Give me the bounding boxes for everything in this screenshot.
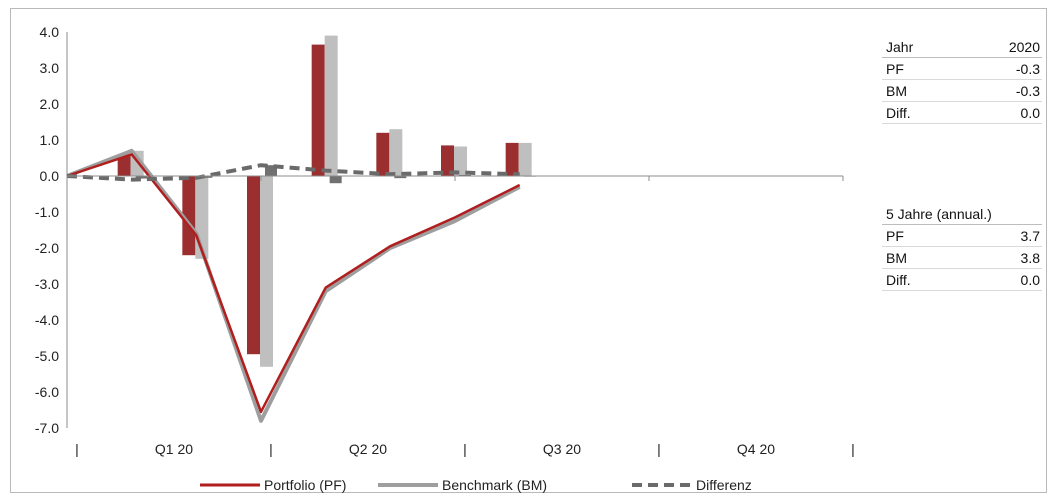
legend-label: Portfolio (PF) xyxy=(264,477,346,493)
year-table-value: 2020 xyxy=(957,36,1042,58)
row-label-bm: BM xyxy=(882,79,958,102)
y-tick-label: -6.0 xyxy=(35,384,59,400)
bar xyxy=(200,176,213,178)
y-tick-label: 1.0 xyxy=(40,132,60,148)
series-line xyxy=(66,163,520,182)
row-value-bm: -0.3 xyxy=(957,79,1042,102)
row-value-pf: 3.7 xyxy=(969,224,1042,247)
bar xyxy=(247,176,260,355)
row-label-bm: BM xyxy=(882,246,970,269)
quarter-separator: | xyxy=(657,441,661,457)
bar xyxy=(454,146,467,176)
bar xyxy=(311,44,325,176)
y-tick-label: -4.0 xyxy=(35,312,59,328)
y-tick-label: 0.0 xyxy=(40,168,60,184)
bar xyxy=(376,132,390,176)
year-table-label: Jahr xyxy=(882,36,958,58)
quarter-label: Q4 20 xyxy=(737,441,775,457)
y-tick-label: -7.0 xyxy=(35,420,59,436)
y-tick-label: 3.0 xyxy=(40,60,60,76)
y-tick-label: 4.0 xyxy=(40,24,60,40)
bar xyxy=(329,176,342,184)
five-year-stats-table: 5 Jahre (annual.) PF 3.7 BM 3.8 Diff. 0.… xyxy=(882,203,1042,291)
bar xyxy=(117,154,131,176)
legend-label: Benchmark (BM) xyxy=(442,477,547,493)
bar xyxy=(260,176,273,367)
row-label-pf: PF xyxy=(882,224,970,247)
five-year-table-label: 5 Jahre (annual.) xyxy=(882,203,1042,225)
quarter-label: Q2 20 xyxy=(349,441,387,457)
quarter-separator: | xyxy=(75,441,79,457)
legend-label: Differenz xyxy=(696,477,752,493)
y-tick-label: -1.0 xyxy=(35,204,59,220)
bar xyxy=(135,176,148,179)
bar xyxy=(441,145,454,176)
row-value-diff: 0.0 xyxy=(957,101,1042,124)
bar xyxy=(182,176,196,256)
y-tick-label: 2.0 xyxy=(40,96,60,112)
quarter-separator: | xyxy=(463,441,467,457)
bar xyxy=(459,174,471,176)
y-tick-label: -3.0 xyxy=(35,276,59,292)
bar xyxy=(505,142,519,176)
row-label-pf: PF xyxy=(882,57,958,80)
row-value-diff: 0.0 xyxy=(969,268,1042,291)
year-stats-table: Jahr 2020 PF -0.3 BM -0.3 Diff. 0.0 xyxy=(882,36,1042,124)
bar xyxy=(389,129,403,176)
row-label-diff: Diff. xyxy=(882,268,970,291)
quarter-separator: | xyxy=(269,441,273,457)
series-line xyxy=(66,153,521,414)
row-label-diff: Diff. xyxy=(882,101,958,124)
quarter-label: Q3 20 xyxy=(543,441,581,457)
quarter-separator: | xyxy=(851,441,855,457)
y-tick-label: -5.0 xyxy=(35,348,59,364)
bar xyxy=(518,142,532,176)
y-tick-label: -2.0 xyxy=(35,240,59,256)
bar xyxy=(265,165,277,176)
series-line xyxy=(66,148,521,423)
quarter-label: Q1 20 xyxy=(155,441,193,457)
row-value-pf: -0.3 xyxy=(957,57,1042,80)
bar xyxy=(324,35,338,176)
bar xyxy=(394,176,407,179)
row-value-bm: 3.8 xyxy=(969,246,1042,269)
